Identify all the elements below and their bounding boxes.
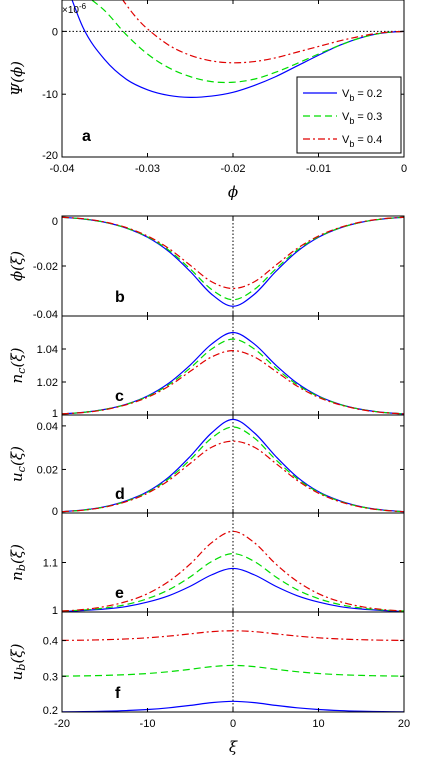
series-line-vb-0-4 <box>62 530 404 612</box>
y-tick-label: 1 <box>52 408 58 420</box>
x-axis-label: ξ <box>229 738 238 756</box>
panel-d: 0 0.02 0.04 uc(ξ) d <box>8 414 405 518</box>
series-line-vb-0-4 <box>122 0 404 64</box>
y-tick-label: 0.2 <box>43 705 58 717</box>
series-line-vb-0-3 <box>90 0 404 84</box>
y-tick-label: 1 <box>52 605 58 617</box>
panel-letter: c <box>115 388 124 405</box>
y-tick-label: -20 <box>42 150 58 162</box>
y-tick-label: 0 <box>52 506 58 518</box>
panel-c: 1 1.02 1.04 nc(ξ) c <box>8 315 405 420</box>
x-tick-label: -0.03 <box>135 163 160 175</box>
y-axis-label: ϕ(ξ) <box>8 251 26 281</box>
x-tick-label: -0.01 <box>306 163 331 175</box>
panel-letter: a <box>82 128 91 145</box>
x-tick-label: 20 <box>398 718 410 730</box>
legend-entry: Vb = 0.3 <box>342 111 382 126</box>
x-axis-label: ϕ <box>228 183 238 201</box>
y-tick-label: -0.02 <box>33 261 58 273</box>
legend-entry: Vb = 0.2 <box>342 88 382 103</box>
panel-a: -20 -10 0 -0.04 -0.03 -0.02 -0.01 0 ϕ Ψ(ϕ) a ×10-6 V… <box>8 0 407 201</box>
x-tick-label: -10 <box>140 718 156 730</box>
x-tick-label: -0.02 <box>220 163 245 175</box>
x-tick-label: 10 <box>312 718 324 730</box>
panel-letter: f <box>115 685 121 702</box>
series-line-vb-0-3 <box>62 552 404 612</box>
series-line-vb-0-2 <box>62 700 404 712</box>
series-line-vb-0-3 <box>62 664 404 677</box>
y-tick-label: 0 <box>52 216 58 228</box>
panel-e: 1 1.1 nb(ξ) e <box>8 512 405 617</box>
y-tick-label: 0.3 <box>43 671 58 683</box>
series-line-vb-0-4 <box>62 350 404 415</box>
y-exponent-label: ×10-6 <box>62 2 87 16</box>
x-tick-label: 0 <box>401 163 407 175</box>
x-tick-label: -0.04 <box>49 163 74 175</box>
y-tick-label: 1.04 <box>37 344 58 356</box>
legend-box <box>296 76 402 154</box>
panel-letter: e <box>115 585 124 602</box>
series-line-vb-0-4 <box>62 630 404 641</box>
y-tick-label: -10 <box>42 89 58 101</box>
y-tick-label: 0.04 <box>37 421 58 433</box>
y-tick-label: 1.1 <box>43 558 58 570</box>
series-line-vb-0-4 <box>62 216 404 290</box>
series-line-vb-0-2 <box>62 567 404 612</box>
panel-letter: b <box>115 289 125 306</box>
panel-letter: d <box>115 486 125 503</box>
y-tick-label: 1.02 <box>37 377 58 389</box>
legend: Vb = 0.2 Vb = 0.3 Vb = 0.4 <box>296 76 402 154</box>
y-tick-label: 0.4 <box>43 636 58 648</box>
x-tick-label: 0 <box>230 718 236 730</box>
series-line-vb-0-4 <box>62 440 404 513</box>
y-axis-label: nb(ξ) <box>8 544 28 581</box>
y-tick-label: 0.02 <box>37 464 58 476</box>
y-axis-label: uc(ξ) <box>8 446 28 482</box>
series-line-vb-0-3 <box>62 338 404 415</box>
y-tick-label: 0 <box>52 26 58 38</box>
panel-f: 0.2 0.3 0.4 -20 -10 0 10 20 ξ ub(ξ) f <box>8 611 410 756</box>
x-tick-label: -20 <box>54 718 70 730</box>
y-axis-label: nc(ξ) <box>8 347 28 383</box>
y-tick-label: -0.04 <box>33 309 58 321</box>
panel-b: -0.04 -0.02 0 ϕ(ξ) b <box>8 215 405 321</box>
y-axis-label: ub(ξ) <box>8 643 28 680</box>
legend-entry: Vb = 0.4 <box>342 134 382 149</box>
y-axis-label: Ψ(ϕ) <box>8 61 26 96</box>
